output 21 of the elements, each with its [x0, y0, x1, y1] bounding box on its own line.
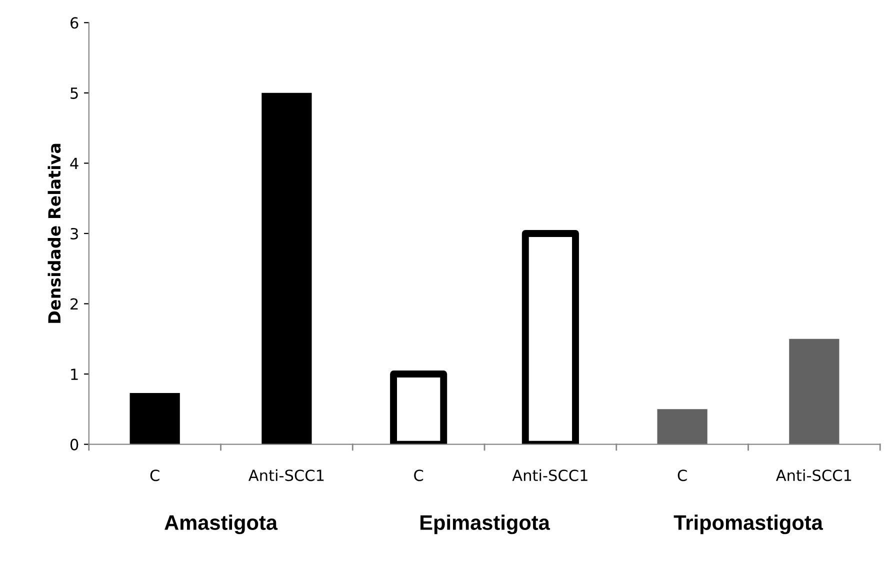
y-tick-label: 1 [71, 368, 78, 380]
y-tick-label: 0 [70, 438, 78, 450]
bar [262, 92, 312, 444]
y-axis-title: Densidade Relativa [48, 144, 61, 323]
y-tick-label: 6 [70, 17, 78, 29]
x-tick-label: Anti-SCC1 [512, 469, 588, 482]
y-tick-label: 5 [70, 88, 78, 99]
x-tick-label: Anti-SCC1 [776, 469, 852, 482]
y-tick-label: 3 [70, 228, 78, 240]
y-tick-label: 2 [70, 298, 78, 310]
text: Tripomastigota [674, 514, 824, 534]
x-tick-label: C [678, 470, 687, 482]
bar [789, 338, 840, 444]
bar [130, 393, 180, 444]
x-tick-label: C [414, 470, 424, 482]
x-tick-label: C [150, 470, 160, 482]
y-tick-label: 4 [70, 158, 78, 169]
x-tick-label: Anti-SCC1 [248, 469, 324, 482]
text: Amastigota [164, 514, 278, 534]
text: Epimastigota [420, 514, 550, 534]
bar [657, 409, 708, 444]
